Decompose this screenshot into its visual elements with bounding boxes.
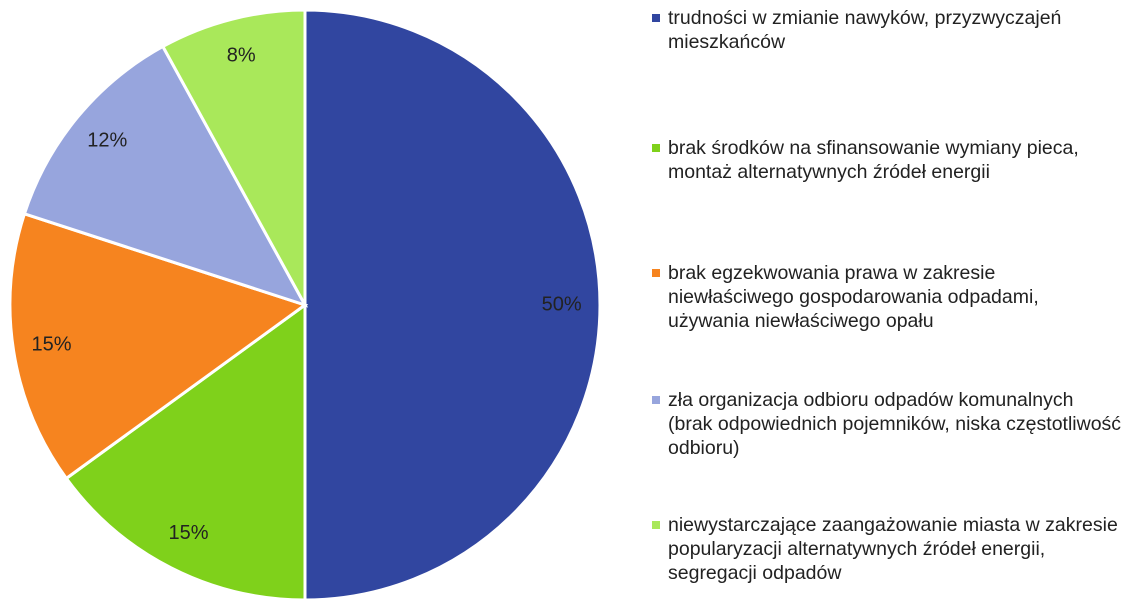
legend-label: brak środków na sfinansowanie wymiany pi…	[668, 137, 1079, 183]
legend-entry: niewystarczające zaangażowanie miasta w …	[652, 513, 1122, 585]
legend-swatch	[652, 144, 660, 152]
legend-entry: zła organizacja odbioru odpadów komunaln…	[652, 388, 1122, 460]
legend-label: zła organizacja odbioru odpadów komunaln…	[668, 389, 1122, 459]
legend-swatch	[652, 396, 660, 404]
data-label: 8%	[227, 45, 256, 67]
legend-entry: brak egzekwowania prawa w zakresie niewł…	[652, 261, 1122, 333]
legend-swatch	[652, 521, 660, 529]
legend-swatch	[652, 269, 660, 277]
data-label: 15%	[168, 522, 208, 544]
legend-entry: brak środków na sfinansowanie wymiany pi…	[652, 136, 1122, 184]
legend-swatch	[652, 14, 660, 22]
data-label: 15%	[31, 333, 71, 355]
pie-slice	[160, 8, 307, 306]
pie-slice	[22, 44, 309, 308]
pie-slice	[8, 211, 309, 481]
legend-label: brak egzekwowania prawa w zakresie niewł…	[668, 262, 1039, 332]
data-label: 12%	[87, 130, 127, 152]
pie-slice	[64, 302, 307, 601]
pie-slice	[303, 8, 602, 601]
legend-entry: trudności w zmianie nawyków, przyzwyczaj…	[652, 6, 1122, 54]
legend-label: niewystarczające zaangażowanie miasta w …	[668, 514, 1118, 584]
legend-label: trudności w zmianie nawyków, przyzwyczaj…	[668, 7, 1062, 53]
data-label: 50%	[542, 293, 582, 315]
